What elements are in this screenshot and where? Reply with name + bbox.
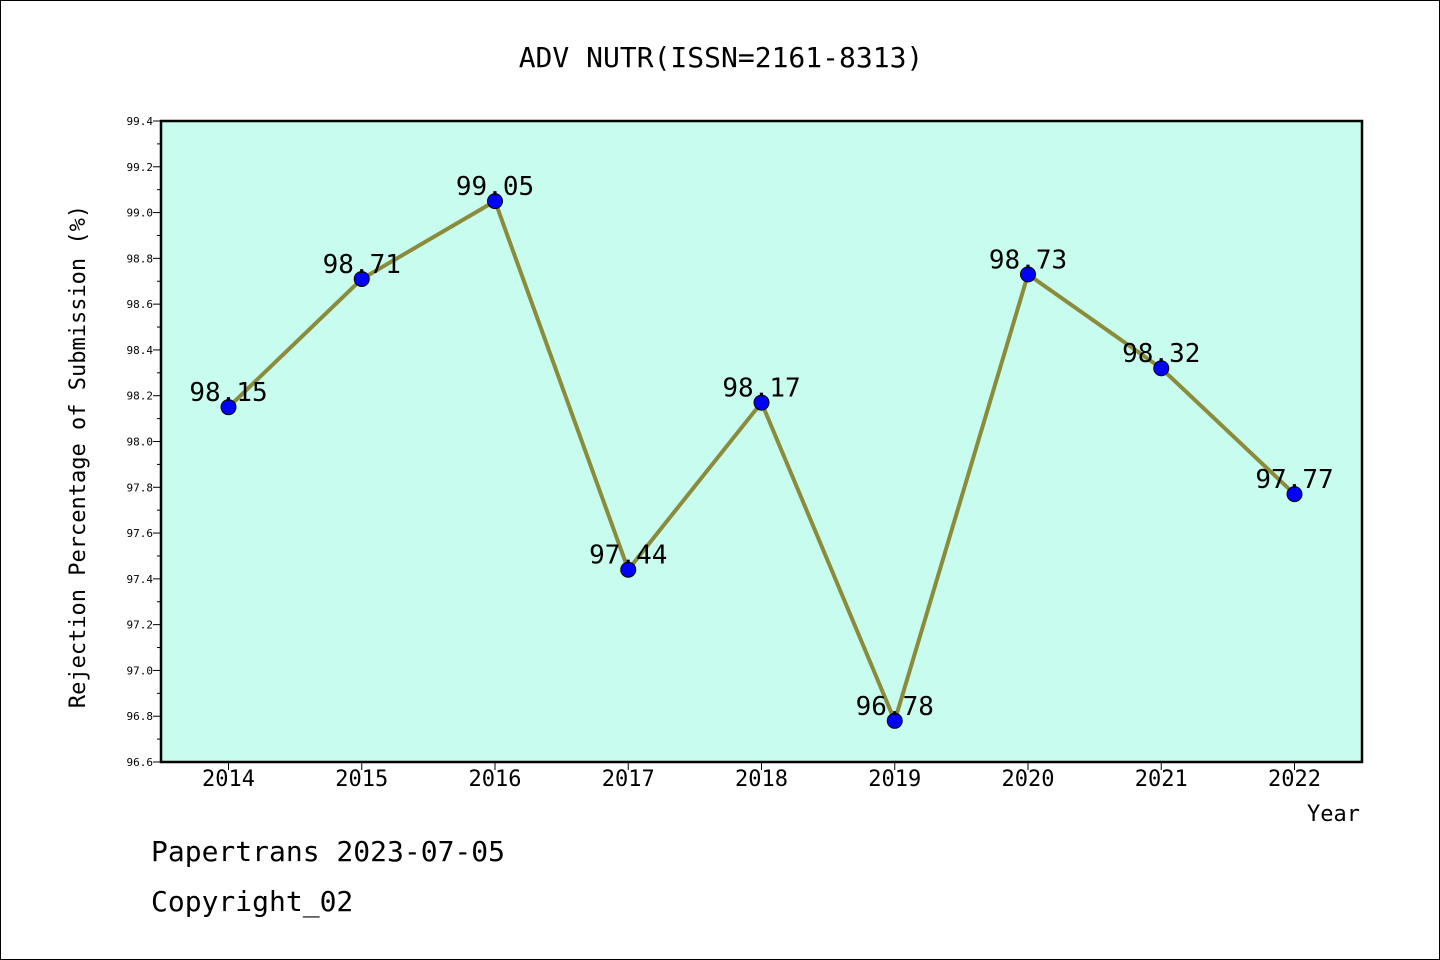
x-tick-label: 2015 — [335, 767, 388, 792]
y-tick-label: 96.6 — [127, 756, 154, 769]
y-tick-label: 98.4 — [127, 344, 154, 357]
data-point-marker — [620, 561, 637, 578]
data-label: 98.32 — [1122, 339, 1200, 369]
data-label: 97.44 — [589, 541, 667, 571]
y-tick-label: 98.8 — [127, 252, 154, 265]
data-label: 98.73 — [989, 245, 1067, 275]
footer-copyright: Copyright_02 — [151, 885, 354, 918]
y-axis: 96.6 96.8 97.0 97.2 97.4 97.6 97.8 98.0 98.2 98.4… — [127, 115, 161, 769]
data-label: 97.77 — [1255, 465, 1333, 495]
data-label: 98.17 — [722, 374, 800, 404]
chart-title: ADV NUTR(ISSN=2161-8313) — [519, 41, 924, 74]
data-point-marker — [487, 193, 503, 210]
y-tick-label: 97.8 — [127, 481, 154, 494]
x-tick-label: 2016 — [469, 767, 522, 792]
data-point-marker — [1286, 486, 1303, 503]
y-tick-label: 99.2 — [127, 161, 154, 174]
series-line-group: 98.15 98.71 99.05 97.44 98.17 96.78 98.73 98.32… — [189, 172, 1334, 729]
plot-area — [161, 121, 1362, 762]
x-axis: 2014 2015 2016 2017 2018 2019 2020 2021 2022 — [202, 762, 1321, 792]
data-point-marker — [1020, 266, 1036, 283]
data-point-marker — [220, 399, 237, 416]
y-tick-label: 97.0 — [127, 664, 154, 677]
data-point-marker — [1153, 360, 1170, 377]
y-tick-label: 99.0 — [127, 207, 154, 220]
x-tick-label: 2022 — [1268, 767, 1321, 792]
y-tick-label: 97.6 — [127, 527, 154, 540]
x-tick-label: 2018 — [735, 767, 788, 792]
x-tick-label: 2017 — [602, 767, 655, 792]
y-tick-label: 97.2 — [127, 619, 154, 632]
plot-border — [159, 119, 1364, 764]
x-tick-label: 2021 — [1135, 767, 1188, 792]
y-axis-label: Rejection Percentage of Submission (%) — [66, 205, 91, 708]
data-point-marker — [753, 394, 770, 411]
data-label: 96.78 — [856, 692, 934, 722]
y-tick-label: 96.8 — [127, 710, 154, 723]
data-point-marker — [353, 270, 370, 287]
data-point-marker — [886, 712, 903, 729]
y-tick-label: 98.2 — [127, 390, 154, 403]
y-tick-label: 99.4 — [127, 115, 154, 128]
footer-date: Papertrans 2023-07-05 — [151, 835, 506, 868]
x-tick-label: 2014 — [202, 767, 255, 792]
y-tick-label: 98.6 — [127, 298, 154, 311]
data-label: 99.05 — [456, 172, 534, 202]
x-tick-label: 2019 — [868, 767, 921, 792]
data-label: 98.71 — [323, 250, 401, 280]
y-tick-label: 98.0 — [127, 436, 154, 449]
x-axis-label: Year — [1307, 802, 1360, 827]
x-tick-label: 2020 — [1002, 767, 1055, 792]
y-tick-label: 97.4 — [127, 573, 154, 586]
data-label: 98.15 — [189, 378, 267, 408]
